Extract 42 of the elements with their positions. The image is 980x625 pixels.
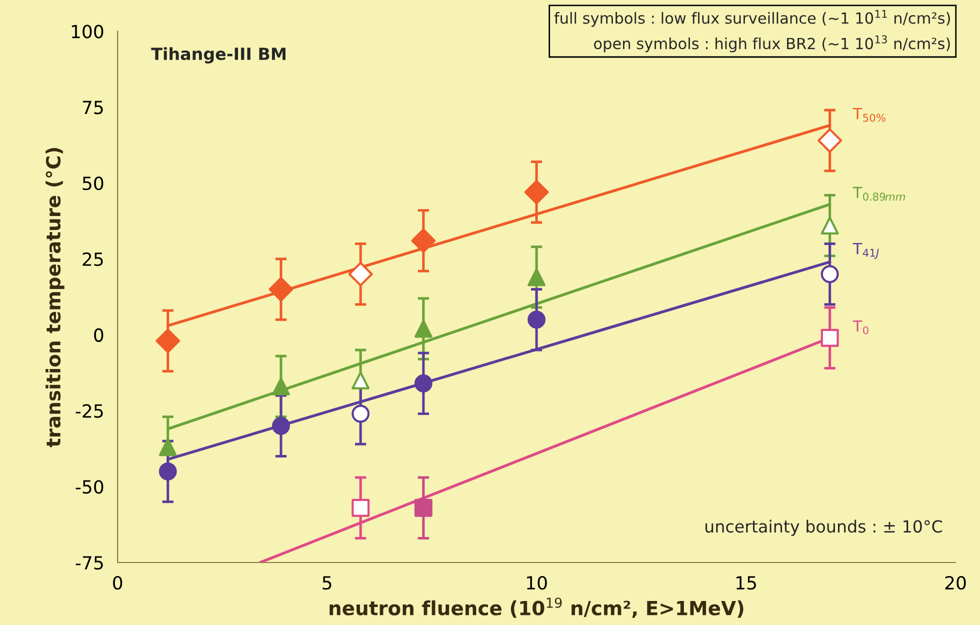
y-tick-label: -25	[76, 404, 103, 418]
y-axis-title: transition temperature (°C)	[46, 148, 64, 448]
y-tick-label: 0	[94, 328, 104, 342]
point	[348, 262, 373, 286]
annotation: open symbols : high flux BR2 (~1 10$^{13}$ n/cm²s)	[594, 35, 950, 52]
point	[272, 416, 290, 435]
point	[414, 320, 432, 338]
point	[820, 328, 839, 347]
x-tick-label: 10	[527, 576, 547, 590]
point	[268, 277, 294, 302]
point	[528, 268, 546, 286]
point	[411, 228, 436, 253]
y-tick-label: 100	[72, 24, 104, 38]
point	[528, 310, 546, 329]
point	[272, 377, 290, 396]
text: Tihange-III BM	[151, 47, 286, 64]
annotation: uncertainty bounds : ± 10°C	[706, 520, 942, 536]
point	[156, 328, 180, 354]
y-tick-label: 50	[82, 176, 104, 190]
series-label: T$_{50%}$	[852, 108, 886, 122]
series-label: T$_{41J}$	[852, 243, 879, 259]
series-label: T$_{0.89mm}$	[852, 186, 906, 201]
point	[352, 498, 370, 517]
x-tick-label: 0	[113, 576, 122, 590]
x-tick-label: 20	[945, 576, 966, 590]
x-tick-label: 15	[736, 576, 756, 590]
point	[414, 498, 432, 517]
y-tick-label: 75	[82, 100, 103, 114]
point	[414, 374, 432, 392]
x-axis-title: neutron fluence (10$^{19}$ n/cm², E>1MeV)	[330, 598, 744, 618]
point	[524, 180, 549, 204]
point	[820, 216, 839, 234]
text: full symbols : low flux surveillance (~1 10$^{11}$ n/cm²s)	[554, 10, 950, 27]
point	[158, 438, 177, 456]
y-tick-label: -75	[76, 556, 103, 570]
point	[352, 371, 370, 390]
series-label: T$_{0}$	[852, 320, 868, 334]
x-tick-label: 5	[322, 576, 332, 590]
y-tick-label: 25	[82, 252, 103, 266]
y-tick-label: -50	[76, 480, 104, 494]
point	[818, 128, 842, 153]
point	[158, 462, 177, 480]
